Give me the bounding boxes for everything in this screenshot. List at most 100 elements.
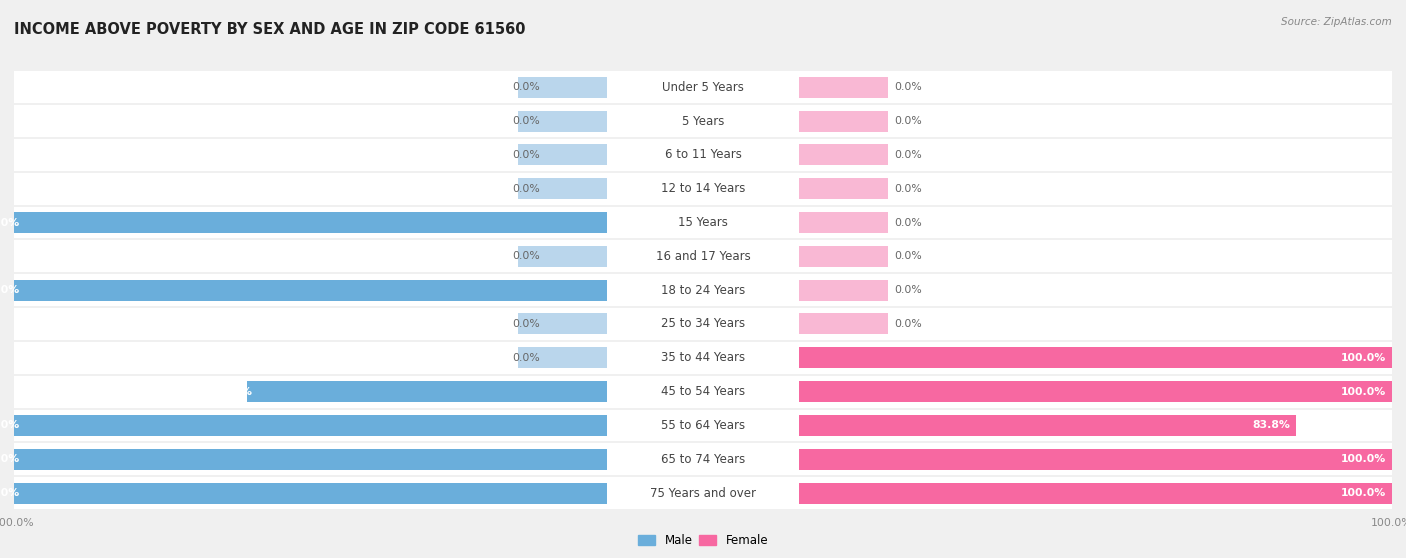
Bar: [14, 275, 606, 306]
Text: 60.7%: 60.7%: [215, 387, 253, 397]
Bar: [14, 206, 606, 238]
Text: 55 to 64 Years: 55 to 64 Years: [661, 419, 745, 432]
Bar: [800, 77, 889, 98]
Bar: [800, 173, 1392, 205]
Bar: [800, 240, 1392, 272]
Bar: [14, 105, 606, 137]
Text: 100.0%: 100.0%: [0, 420, 20, 430]
Bar: [14, 376, 606, 407]
Text: Source: ZipAtlas.com: Source: ZipAtlas.com: [1281, 17, 1392, 27]
Bar: [800, 483, 1392, 503]
Text: 0.0%: 0.0%: [512, 184, 540, 194]
Text: 100.0%: 100.0%: [0, 285, 20, 295]
Bar: [800, 381, 1392, 402]
Bar: [606, 308, 800, 340]
Text: 0.0%: 0.0%: [512, 319, 540, 329]
Bar: [606, 139, 800, 171]
Text: 0.0%: 0.0%: [894, 82, 922, 92]
Text: 0.0%: 0.0%: [894, 218, 922, 228]
Bar: [606, 477, 800, 509]
Bar: [800, 347, 1392, 368]
Bar: [800, 410, 1392, 441]
Text: 6 to 11 Years: 6 to 11 Years: [665, 148, 741, 161]
Bar: [606, 105, 800, 137]
Text: 100.0%: 100.0%: [0, 488, 20, 498]
Text: 100.0%: 100.0%: [1341, 387, 1386, 397]
Bar: [14, 173, 606, 205]
Text: 0.0%: 0.0%: [512, 82, 540, 92]
Bar: [14, 415, 606, 436]
Bar: [800, 342, 1392, 374]
Text: 5 Years: 5 Years: [682, 114, 724, 128]
Bar: [517, 145, 606, 165]
Bar: [606, 376, 800, 407]
Bar: [800, 105, 1392, 137]
Bar: [517, 246, 606, 267]
Text: 0.0%: 0.0%: [894, 251, 922, 261]
Bar: [800, 246, 889, 267]
Bar: [14, 240, 606, 272]
Bar: [14, 139, 606, 171]
Text: 100.0%: 100.0%: [0, 218, 20, 228]
Text: 100.0%: 100.0%: [0, 454, 20, 464]
Bar: [517, 347, 606, 368]
Text: 0.0%: 0.0%: [894, 319, 922, 329]
Text: 45 to 54 Years: 45 to 54 Years: [661, 385, 745, 398]
Text: 0.0%: 0.0%: [894, 116, 922, 126]
Bar: [800, 415, 1296, 436]
Bar: [606, 173, 800, 205]
Text: 0.0%: 0.0%: [512, 353, 540, 363]
Bar: [14, 449, 606, 470]
Bar: [14, 444, 606, 475]
Bar: [517, 110, 606, 132]
Bar: [14, 212, 606, 233]
Text: 35 to 44 Years: 35 to 44 Years: [661, 352, 745, 364]
Bar: [800, 280, 889, 301]
Bar: [247, 381, 606, 402]
Text: 25 to 34 Years: 25 to 34 Years: [661, 318, 745, 330]
Text: 0.0%: 0.0%: [894, 184, 922, 194]
Legend: Male, Female: Male, Female: [633, 530, 773, 552]
Text: 0.0%: 0.0%: [512, 251, 540, 261]
Text: 12 to 14 Years: 12 to 14 Years: [661, 182, 745, 195]
Bar: [606, 275, 800, 306]
Text: 100.0%: 100.0%: [1341, 353, 1386, 363]
Bar: [14, 308, 606, 340]
Text: 0.0%: 0.0%: [894, 150, 922, 160]
Bar: [800, 308, 1392, 340]
Text: 18 to 24 Years: 18 to 24 Years: [661, 283, 745, 297]
Bar: [800, 314, 889, 334]
Bar: [800, 212, 889, 233]
Bar: [14, 342, 606, 374]
Bar: [800, 206, 1392, 238]
Bar: [517, 314, 606, 334]
Bar: [14, 71, 606, 103]
Bar: [14, 477, 606, 509]
Text: INCOME ABOVE POVERTY BY SEX AND AGE IN ZIP CODE 61560: INCOME ABOVE POVERTY BY SEX AND AGE IN Z…: [14, 22, 526, 37]
Bar: [606, 206, 800, 238]
Bar: [517, 178, 606, 199]
Bar: [800, 477, 1392, 509]
Text: 100.0%: 100.0%: [1341, 488, 1386, 498]
Bar: [800, 71, 1392, 103]
Bar: [606, 444, 800, 475]
Text: 16 and 17 Years: 16 and 17 Years: [655, 250, 751, 263]
Text: 65 to 74 Years: 65 to 74 Years: [661, 453, 745, 466]
Text: 75 Years and over: 75 Years and over: [650, 487, 756, 499]
Bar: [606, 410, 800, 441]
Bar: [800, 275, 1392, 306]
Bar: [800, 376, 1392, 407]
Bar: [800, 145, 889, 165]
Text: Under 5 Years: Under 5 Years: [662, 81, 744, 94]
Text: 100.0%: 100.0%: [1341, 454, 1386, 464]
Text: 83.8%: 83.8%: [1253, 420, 1291, 430]
Bar: [606, 71, 800, 103]
Bar: [14, 280, 606, 301]
Bar: [800, 110, 889, 132]
Text: 0.0%: 0.0%: [512, 150, 540, 160]
Text: 15 Years: 15 Years: [678, 216, 728, 229]
Text: 0.0%: 0.0%: [894, 285, 922, 295]
Bar: [606, 240, 800, 272]
Bar: [517, 77, 606, 98]
Bar: [800, 139, 1392, 171]
